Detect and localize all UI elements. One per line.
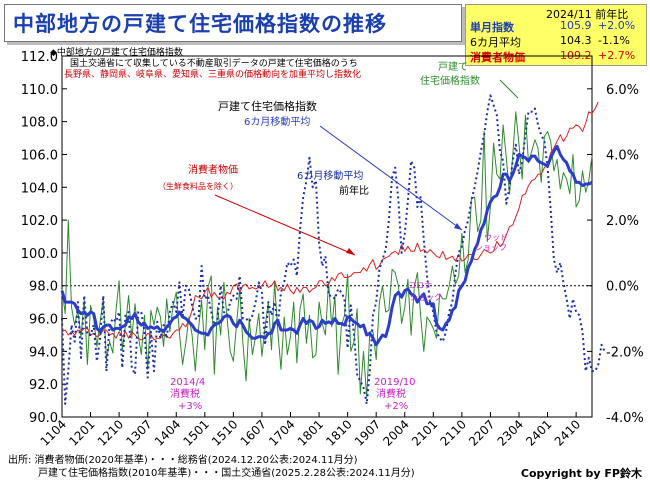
note-line-1: ◆中部地方の戸建て住宅価格指数: [50, 46, 183, 58]
chart-series: [60, 94, 606, 405]
x-tick-label: 1704: [266, 417, 297, 448]
ma-annotation: 6カ月移動平均: [244, 115, 310, 128]
summary-change-ma: -1.1%: [598, 34, 630, 47]
source-line-1: 出所: 消費者物価(2020年基準)・・・総務省(2024.12.20公表:20…: [8, 455, 358, 466]
y-left-tick-label: 94.0: [29, 345, 58, 360]
y-right-tick-label: 4.0%: [606, 148, 639, 163]
y-right-tick-label: 2.0%: [606, 214, 639, 229]
tax2019-annotation-2: 消費税: [376, 387, 406, 400]
y-right-tick-label: -4.0%: [606, 411, 644, 426]
summary-label-index: 単月指数: [470, 21, 514, 34]
yoy-line: [61, 94, 606, 405]
ma-pointer-head: [454, 223, 462, 230]
summary-change-index: +2.0%: [598, 19, 636, 32]
summary-value-ma: 104.3: [560, 34, 592, 47]
y-left-tick-label: 100.0: [21, 247, 58, 262]
x-tick-label: 2110: [438, 417, 469, 448]
y-left-tick-label: 96.0: [29, 313, 58, 328]
title-box: 中部地方の戸建て住宅価格指数の推移: [4, 4, 462, 42]
cpi-pointer: [214, 194, 356, 256]
x-tick-label: 2101: [409, 417, 440, 448]
x-tick-label: 1307: [123, 417, 154, 448]
detached-annotation-2: 住宅価格指数: [420, 74, 480, 87]
y-right-tick-label: 6.0%: [606, 83, 639, 98]
summary-label-ma: 6カ月平均: [470, 36, 521, 49]
x-tick-label: 2004: [380, 417, 411, 448]
summary-box: 2024/11 前年比 単月指数 105.9 +2.0% 6カ月平均 104.3…: [465, 4, 647, 66]
ma-pointer: [319, 125, 463, 231]
tax2014-annotation-3: +3%: [178, 401, 202, 412]
moving-average-line: [60, 144, 593, 347]
x-tick-label: 1907: [352, 417, 383, 448]
y-left-tick-label: 98.0: [29, 280, 58, 295]
x-tick-label: 1810: [323, 417, 354, 448]
source-line-2: 戸建て住宅価格指数(2010年基準)・・・国土交通省(2025.2.28公表:2…: [38, 468, 415, 479]
yoy-ma-annotation: 6カ月移動平均: [297, 169, 363, 182]
x-tick-label: 1210: [95, 417, 126, 448]
x-tick-label: 1404: [152, 417, 183, 448]
cpi-annotation: 消費者物価: [188, 163, 238, 176]
x-tick-label: 1201: [66, 417, 97, 448]
y-left-tick-label: 90.0: [29, 411, 58, 426]
corona-annotation-2: ショック: [410, 293, 442, 302]
y-left-tick-label: 92.0: [29, 378, 58, 393]
index-annotation: 戸建て住宅価格指数: [218, 99, 317, 113]
woodshock-annotation-1: ウッド: [484, 233, 508, 242]
x-tick-label: 2304: [495, 417, 526, 448]
yoy-annotation: 前年比: [339, 184, 369, 197]
detached-annotation-1: 戸建て: [438, 60, 468, 73]
y-left-tick-label: 108.0: [21, 116, 58, 131]
y-left-tick-label: 110.0: [21, 83, 58, 98]
x-tick-label: 2410: [552, 417, 583, 448]
x-tick-label: 2207: [466, 417, 497, 448]
detached-pointer: [499, 79, 519, 99]
y-left-tick-label: 102.0: [21, 214, 58, 229]
y-right-tick-label: 0.0%: [606, 280, 639, 295]
x-tick-label: 2401: [523, 417, 554, 448]
copyright: Copyright by FP鈴木: [520, 467, 642, 480]
source-note: 出所: 消費者物価(2020年基準)・・・総務省(2024.12.20公表:20…: [8, 454, 415, 480]
cpi-annotation-sub: （生鮮食料品を除く）: [158, 181, 238, 191]
summary-value-index: 105.9: [560, 19, 592, 32]
summary-label-cpi: 消費者物価: [470, 51, 525, 64]
note-line-3: 長野県、静岡県、岐阜県、愛知県、三重県の価格動向を加重平均し指数化: [64, 68, 361, 80]
index-line: [61, 111, 593, 398]
tax2014-annotation-2: 消費税: [170, 387, 200, 400]
note-line-2: 国土交通省にて収集している不動産取引データの戸建て住宅価格のうち: [70, 57, 358, 69]
chart-notes: ◆中部地方の戸建て住宅価格指数 国土交通省にて収集している不動産取引データの戸建…: [50, 46, 519, 412]
tax2019-annotation-3: +2%: [384, 401, 408, 412]
corona-annotation-1: コロナ: [408, 281, 432, 290]
plot-frame: [61, 55, 593, 418]
tax2019-annotation-1: 2019/10: [374, 377, 416, 388]
x-tick-label: 1510: [209, 417, 240, 448]
chart-axes: 90.0 92.0 94.0 96.0 98.0 100.0 102.0 104.0 106.0…: [21, 50, 644, 449]
x-tick-label: 1501: [180, 417, 211, 448]
summary-date: 2024/11 前年比: [546, 8, 629, 21]
y-left-tick-label: 104.0: [21, 181, 58, 196]
tax2014-annotation-1: 2014/4: [170, 377, 205, 388]
summary-change-cpi: +2.7%: [598, 49, 636, 62]
cpi-pointer-head: [346, 248, 355, 255]
y-left-tick-label: 112.0: [21, 50, 58, 65]
y-right-tick-label: -2.0%: [606, 345, 644, 360]
y-left-tick-label: 106.0: [21, 148, 58, 163]
x-tick-label: 1801: [295, 417, 326, 448]
page-title: 中部地方の戸建て住宅価格指数の推移: [13, 12, 387, 36]
woodshock-annotation-2: ショック: [475, 243, 507, 252]
x-tick-label: 1607: [238, 417, 269, 448]
